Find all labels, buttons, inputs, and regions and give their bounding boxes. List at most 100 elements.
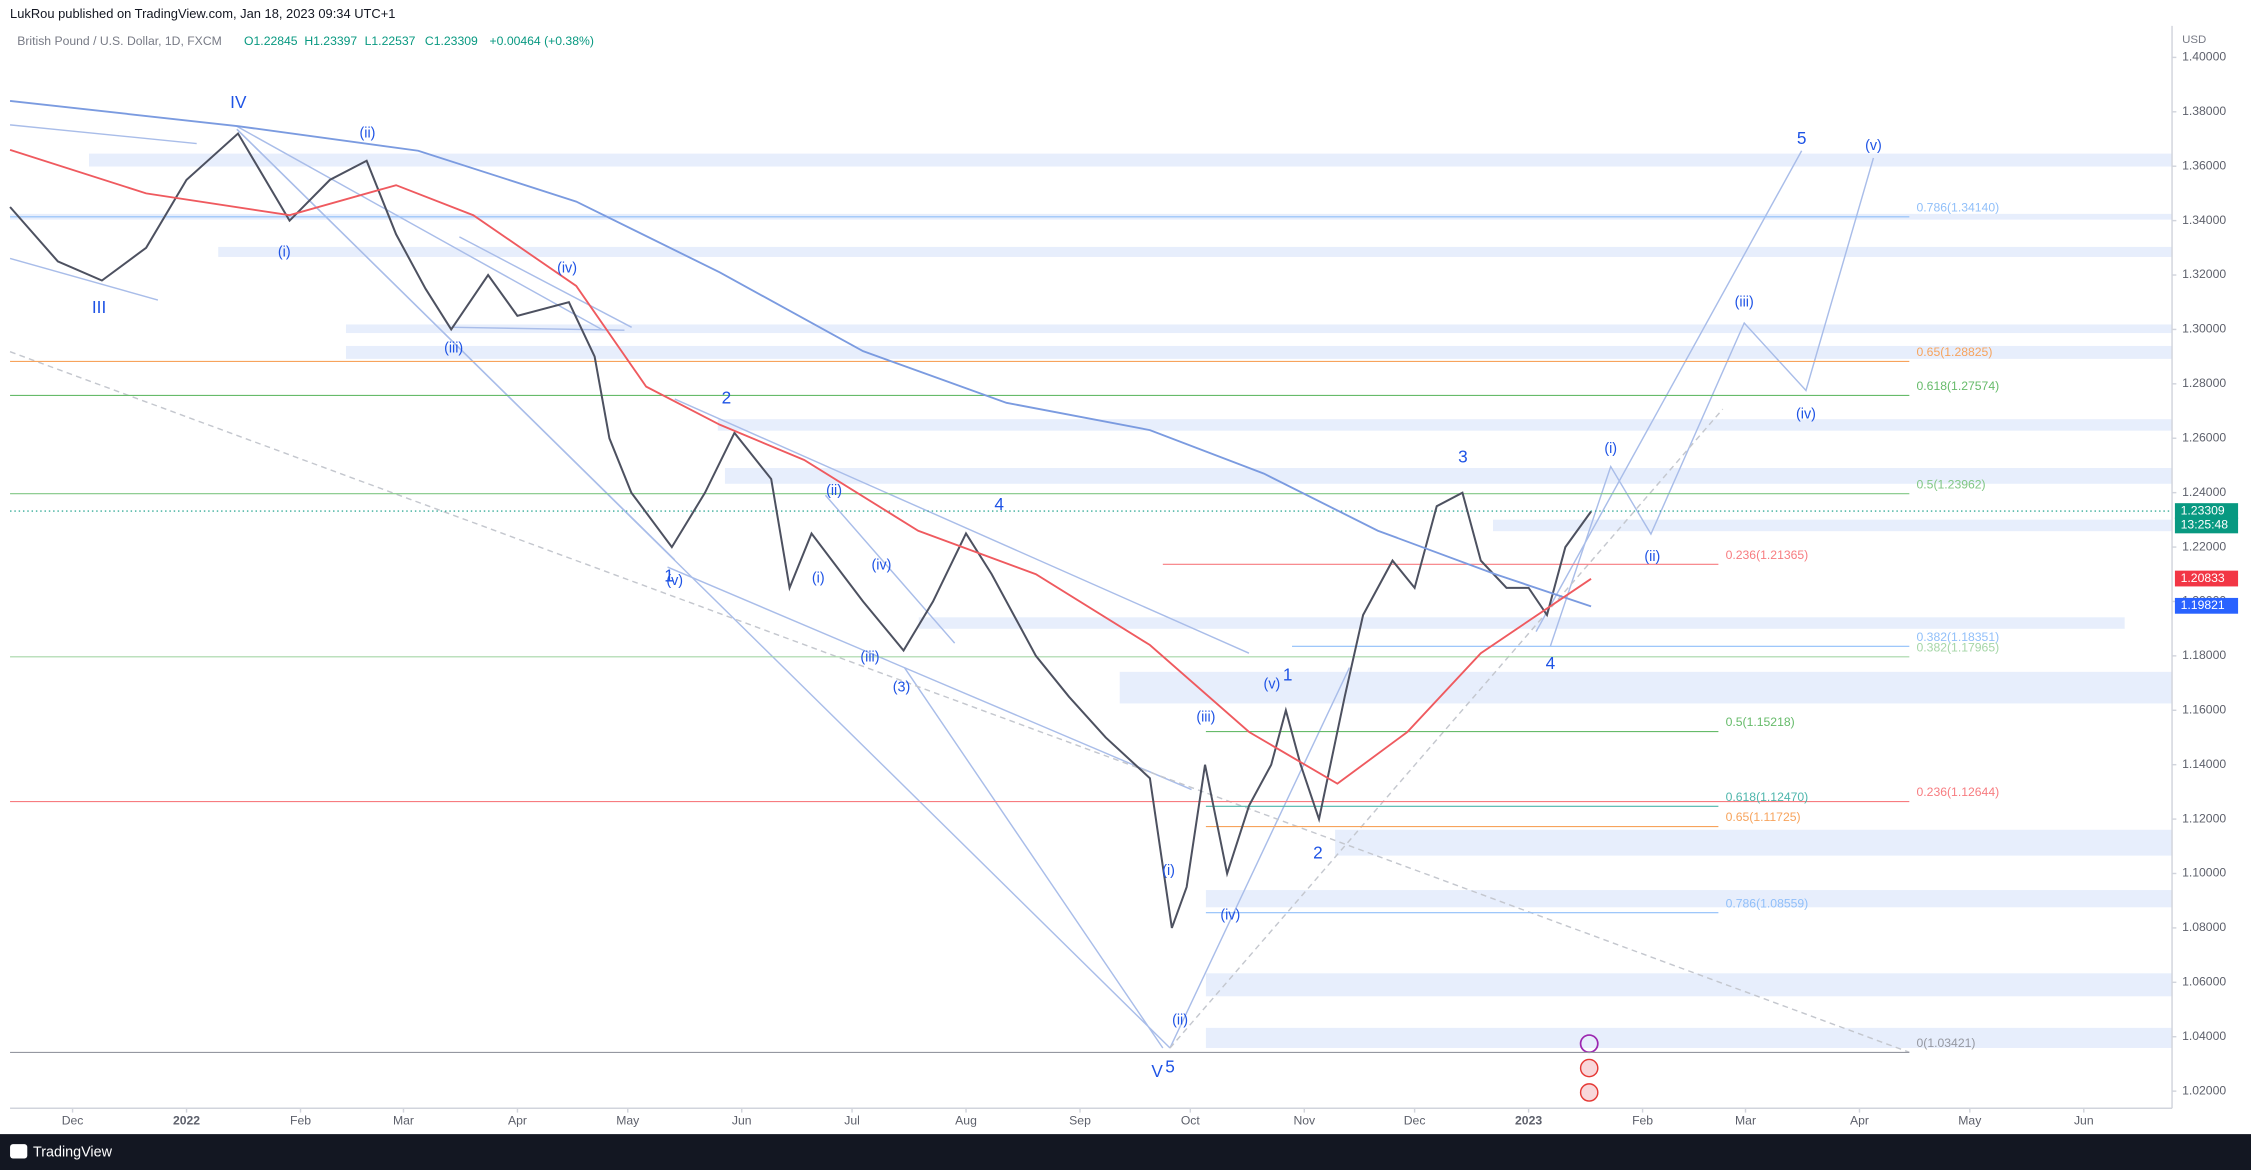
fib-label: 0.5(1.23962)	[1917, 477, 1986, 491]
y-tick-label: 1.26000	[2182, 430, 2226, 444]
fib-label: 0.786(1.34140)	[1917, 200, 2000, 214]
logo-icon	[10, 1144, 28, 1159]
x-tick-label: May	[1958, 1113, 1982, 1127]
moving-average	[9, 99, 1592, 608]
currency: USD	[2182, 34, 2206, 46]
wave-label: (v)	[1264, 677, 1281, 693]
trend-line	[236, 125, 604, 331]
y-tick-label: 1.24000	[2182, 485, 2226, 499]
wave-label: (ii)	[826, 483, 842, 499]
fib-label: 0.5(1.15218)	[1726, 715, 1795, 729]
wave-label: (iii)	[1735, 295, 1754, 311]
event-icon	[1579, 1083, 1599, 1102]
moving-average	[9, 148, 1592, 785]
zone	[345, 345, 2173, 359]
x-tick-label: Dec	[62, 1113, 84, 1127]
ohlc-value: L1.22537	[365, 34, 416, 48]
trend-line	[453, 326, 625, 331]
zone	[89, 153, 2173, 167]
y-tick-label: 1.36000	[2182, 158, 2226, 172]
price-tag-bg	[2174, 517, 2239, 534]
event-icon	[1579, 1058, 1599, 1078]
zone	[918, 617, 2125, 629]
fib-label: 0.382(1.18351)	[1917, 630, 2000, 644]
x-tick-label: Jun	[732, 1113, 752, 1127]
price-tag: 1.23309	[2181, 503, 2225, 517]
y-tick-label: 1.14000	[2182, 757, 2226, 771]
fib-label: 0.65(1.28825)	[1917, 345, 1993, 359]
publisher: LukRou published on TradingView.com, Jan…	[10, 6, 395, 21]
wave-label: 5	[1797, 128, 1807, 148]
y-tick-label: 1.30000	[2182, 322, 2226, 336]
wave-label: 1	[1283, 665, 1293, 685]
zone	[1205, 1027, 2173, 1048]
trend-line-dashed	[1169, 408, 1724, 1049]
zone	[218, 246, 2173, 257]
symbol: British Pound / U.S. Dollar, 1D, FXCM	[17, 34, 222, 48]
x-tick-label: 2023	[1515, 1113, 1542, 1127]
zone	[1493, 519, 2173, 532]
wave-label: 2	[722, 388, 732, 408]
fib-label: 0(1.03421)	[1917, 1036, 1976, 1050]
wave-label: (i)	[1162, 863, 1175, 879]
ohlc-value: O1.22845	[244, 34, 298, 48]
y-tick-label: 1.08000	[2182, 920, 2226, 934]
x-tick-label: Mar	[393, 1113, 414, 1127]
wave-label: (ii)	[1644, 549, 1660, 565]
wave-label: (iv)	[871, 557, 891, 573]
y-tick-label: 1.16000	[2182, 703, 2226, 717]
y-tick-label: 1.10000	[2182, 866, 2226, 880]
y-tick-label: 1.04000	[2182, 1029, 2226, 1043]
x-tick-label: Apr	[508, 1113, 527, 1127]
y-tick-label: 1.38000	[2182, 104, 2226, 118]
x-tick-label: May	[616, 1113, 640, 1127]
x-tick-label: Feb	[290, 1113, 311, 1127]
trend-line	[9, 124, 197, 145]
price-tag: 13:25:48	[2181, 518, 2229, 532]
fib-label: 0.65(1.11725)	[1726, 810, 1801, 824]
x-tick-label: Jun	[2074, 1113, 2094, 1127]
wave-label: (i)	[1604, 441, 1617, 457]
trend-line	[459, 236, 632, 328]
x-tick-label: Sep	[1069, 1113, 1091, 1127]
wave-label: 1	[664, 566, 674, 586]
wave-label: (i)	[278, 244, 291, 260]
y-tick-label: 1.22000	[2182, 539, 2226, 553]
wave-label: (iii)	[1196, 710, 1215, 726]
trend-line	[903, 667, 1164, 1049]
y-tick-label: 1.12000	[2182, 811, 2226, 825]
x-tick-label: Aug	[955, 1113, 977, 1127]
fib-label: 0.786(1.08559)	[1726, 896, 1809, 910]
y-tick-label: 1.32000	[2182, 267, 2226, 281]
wave-projection	[1549, 157, 1875, 647]
fib-label: 0.236(1.21365)	[1726, 548, 1809, 562]
zones	[10, 153, 2173, 1048]
y-tick-label: 1.28000	[2182, 376, 2226, 390]
trend-line	[667, 566, 1192, 791]
trend-line	[1535, 150, 1803, 633]
wave-label: 2	[1313, 843, 1323, 863]
price-tag-bg	[2174, 570, 2239, 587]
wave-label: 3	[1458, 446, 1468, 466]
x-tick-label: Oct	[1181, 1113, 1201, 1127]
ohlc-value: H1.23397	[304, 34, 357, 48]
y-tick-label: 1.40000	[2182, 50, 2226, 64]
zone	[717, 419, 2173, 431]
wave-label: 5	[1165, 1057, 1175, 1077]
x-tick-label: Feb	[1632, 1113, 1653, 1127]
zone	[1205, 890, 2173, 908]
ohlc-value: C1.23309	[425, 34, 478, 48]
x-tick-label: Nov	[1293, 1113, 1316, 1127]
trend-line	[824, 494, 956, 644]
wave-label: (ii)	[360, 125, 376, 141]
wave-label: (i)	[812, 570, 825, 586]
x-tick-label: Jul	[844, 1113, 860, 1127]
wave-label: (v)	[1865, 138, 1882, 154]
wave-label: III	[92, 297, 106, 317]
wave-label: (iv)	[557, 260, 577, 276]
y-tick-label: 1.06000	[2182, 975, 2226, 989]
x-tick-label: Apr	[1850, 1113, 1869, 1127]
wave-label: (v)	[666, 573, 683, 589]
